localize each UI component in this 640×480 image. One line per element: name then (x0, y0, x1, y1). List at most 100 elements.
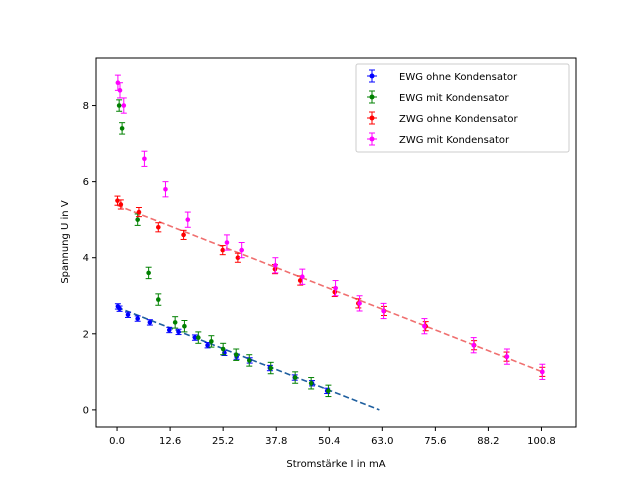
marker-dot (147, 320, 153, 325)
marker-dot (471, 342, 476, 348)
data-point-4-16 (503, 348, 510, 365)
x-tick-label: 63.0 (371, 436, 393, 447)
x-tick-label: 100.8 (527, 436, 556, 447)
marker-dot (181, 232, 186, 238)
legend-label: ZWG ohne Kondensator (399, 114, 519, 125)
legend: EWG ohne Kondensator EWG mit Kondensator Z… (355, 63, 570, 153)
data-point-4-11 (332, 280, 339, 297)
data-point-4-8 (238, 242, 245, 259)
x-axis-label: Stromstärke I in mA (286, 459, 385, 470)
data-point-4-14 (421, 318, 428, 335)
data-point-4-4 (141, 150, 148, 167)
data-point-2-15 (308, 377, 315, 390)
data-point-4-6 (184, 211, 191, 228)
y-tick-label: 6 (83, 177, 89, 188)
legend-entry-3: ZWG ohne Kondensator (367, 111, 519, 125)
marker-dot (121, 103, 127, 108)
legend-marker (369, 115, 375, 121)
legend-entry-1: EWG ohne Kondensator (367, 69, 518, 83)
data-point-1-4 (134, 315, 141, 322)
data-point-2-2 (119, 122, 126, 135)
x-tick-label: 75.6 (424, 436, 446, 447)
data-point-4-10 (299, 268, 306, 285)
legend-box (355, 63, 570, 153)
x-tick-label: 12.6 (159, 436, 181, 447)
data-point-3-7 (234, 252, 241, 263)
data-point-4-9 (272, 257, 279, 274)
data-points (114, 74, 546, 398)
data-point-2-10 (220, 342, 227, 356)
marker-dot (297, 278, 303, 283)
fit-line-2 (116, 204, 543, 373)
legend-entry-2: EWG mit Kondensator (367, 90, 509, 104)
marker-dot (117, 88, 123, 93)
marker-dot (119, 126, 125, 131)
marker-dot (326, 388, 331, 394)
data-point-1-5 (146, 319, 153, 326)
x-tick-label: 50.4 (318, 436, 340, 447)
legend-entry-4: ZWG mit Kondensator (367, 132, 510, 146)
x-axis-ticks: 0.0 12.6 25.2 37.8 50.4 63.0 75.6 88.2 100.8 (109, 427, 556, 447)
data-point-2-7 (181, 319, 188, 333)
marker-dot (540, 369, 545, 375)
marker-dot (246, 358, 252, 363)
marker-dot (156, 224, 161, 230)
marker-dot (156, 297, 161, 302)
y-tick-label: 2 (83, 329, 89, 340)
legend-marker (369, 136, 375, 142)
data-point-2-12 (246, 354, 253, 367)
marker-dot (136, 209, 142, 215)
x-tick-label: 88.2 (477, 436, 499, 447)
series-2 (116, 99, 332, 398)
legend-label: EWG ohne Kondensator (399, 72, 518, 83)
x-tick-label: 37.8 (265, 436, 287, 447)
marker-dot (235, 255, 241, 261)
marker-dot (308, 380, 314, 386)
marker-dot (117, 306, 122, 311)
data-point-1-8 (191, 334, 198, 341)
y-tick-label: 0 (83, 405, 89, 416)
marker-dot (220, 346, 226, 352)
legend-label: ZWG mit Kondensator (399, 135, 510, 146)
data-point-3-2 (117, 199, 124, 210)
marker-dot (163, 186, 168, 192)
data-point-4-2 (117, 82, 123, 99)
data-point-1-6 (166, 326, 173, 334)
data-point-2-1 (116, 99, 123, 112)
marker-dot (209, 339, 214, 344)
data-point-3-3 (135, 207, 142, 218)
data-point-3-9 (297, 275, 304, 286)
data-point-3-6 (219, 245, 226, 256)
y-axis-ticks: 0 2 4 6 8 (83, 101, 96, 416)
marker-dot (273, 263, 278, 268)
y-axis-label: Spannung U in V (60, 200, 71, 283)
marker-dot (268, 365, 274, 371)
marker-dot (125, 312, 131, 318)
data-point-4-12 (356, 295, 363, 312)
marker-dot (220, 247, 226, 253)
marker-dot (504, 354, 510, 359)
x-tick-label: 25.2 (212, 436, 234, 447)
data-point-2-4 (145, 266, 152, 280)
data-point-4-15 (470, 337, 477, 354)
legend-marker (369, 73, 375, 79)
data-point-2-9 (208, 335, 215, 348)
legend-marker (369, 94, 375, 100)
data-point-2-16 (325, 384, 332, 398)
marker-dot (176, 329, 181, 335)
data-point-4-5 (162, 181, 169, 198)
marker-dot (135, 217, 140, 222)
y-tick-label: 4 (83, 253, 89, 264)
data-point-2-14 (292, 371, 299, 384)
marker-dot (422, 323, 427, 329)
marker-dot (135, 316, 140, 321)
marker-dot (185, 217, 191, 222)
marker-dot (224, 240, 230, 245)
data-point-1-2 (116, 305, 123, 312)
marker-dot (116, 103, 122, 108)
marker-dot (142, 156, 147, 162)
data-point-3-4 (155, 222, 162, 233)
marker-dot (333, 285, 338, 291)
data-point-4-3 (120, 97, 127, 114)
